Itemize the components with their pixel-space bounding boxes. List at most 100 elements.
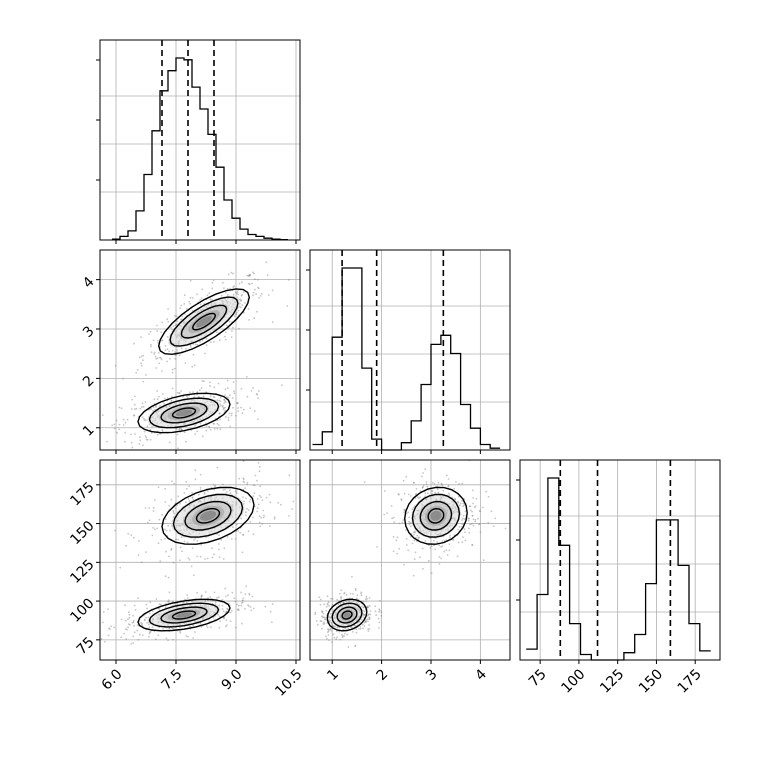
sample-point xyxy=(413,558,416,561)
sample-point xyxy=(325,605,328,608)
sample-point xyxy=(149,612,151,615)
sample-point xyxy=(398,522,401,525)
sample-point xyxy=(213,386,216,389)
sample-point xyxy=(230,414,233,417)
sample-point xyxy=(149,428,152,431)
sample-point xyxy=(471,489,474,492)
sample-point xyxy=(199,303,202,306)
sample-point xyxy=(124,628,127,630)
sample-point xyxy=(457,495,460,498)
sample-point xyxy=(136,629,139,632)
sample-point xyxy=(211,547,213,550)
sample-point xyxy=(203,380,205,383)
sample-point xyxy=(321,627,323,630)
sample-point xyxy=(192,353,195,356)
sample-point xyxy=(192,574,195,577)
sample-point xyxy=(225,619,228,621)
sample-point xyxy=(230,609,233,612)
sample-point xyxy=(141,622,144,625)
sample-point xyxy=(327,634,330,636)
density-fill xyxy=(196,315,212,328)
sample-point xyxy=(378,611,380,613)
sample-point xyxy=(458,504,461,507)
sample-point xyxy=(241,622,244,625)
sample-point xyxy=(339,638,342,641)
sample-point xyxy=(447,484,450,487)
sample-point xyxy=(249,273,251,276)
sample-point xyxy=(331,624,334,626)
sample-point xyxy=(476,517,479,520)
sample-point xyxy=(213,422,216,425)
sample-point xyxy=(189,296,192,299)
sample-point xyxy=(232,381,235,383)
sample-point xyxy=(210,298,213,301)
sample-point xyxy=(97,361,99,363)
sample-point xyxy=(161,429,164,431)
sample-point xyxy=(322,616,325,619)
sample-point xyxy=(368,616,371,619)
sample-point xyxy=(329,620,332,622)
contour-line xyxy=(137,392,231,434)
sample-point xyxy=(229,611,232,614)
sample-point xyxy=(358,603,361,606)
sample-point xyxy=(171,368,174,371)
sample-point xyxy=(179,559,181,562)
sample-point xyxy=(271,321,274,324)
sample-point xyxy=(171,371,174,374)
sample-point xyxy=(265,496,268,499)
sample-point xyxy=(421,487,424,489)
sample-point xyxy=(119,566,122,569)
sample-point xyxy=(360,592,362,595)
sample-point xyxy=(194,425,196,427)
sample-point xyxy=(170,399,173,402)
sample-point xyxy=(257,278,259,281)
sample-point xyxy=(191,491,194,494)
sample-point xyxy=(448,543,451,545)
sample-point xyxy=(247,274,250,277)
sample-point xyxy=(479,531,482,534)
sample-point xyxy=(232,293,235,296)
sample-point xyxy=(219,418,222,421)
sample-point xyxy=(244,511,247,514)
sample-point xyxy=(141,402,144,405)
sample-point xyxy=(219,339,221,342)
sample-point xyxy=(461,519,464,521)
sample-point xyxy=(152,510,155,512)
sample-point xyxy=(246,507,248,510)
sample-point xyxy=(226,287,229,290)
sample-point xyxy=(252,294,254,297)
sample-point xyxy=(442,489,445,492)
sample-point xyxy=(343,591,346,594)
sample-point xyxy=(186,594,189,596)
sample-point xyxy=(214,485,217,488)
sample-point xyxy=(259,525,262,528)
sample-point xyxy=(180,390,183,392)
sample-point xyxy=(245,376,248,378)
sample-point xyxy=(363,481,366,483)
sample-point xyxy=(457,500,459,503)
sample-point xyxy=(248,319,251,321)
sample-point xyxy=(226,608,229,610)
sample-point xyxy=(129,623,131,626)
sample-point xyxy=(235,523,238,526)
sample-point xyxy=(269,610,272,613)
sample-point xyxy=(209,395,212,398)
sample-point xyxy=(157,542,160,545)
sample-point xyxy=(140,561,143,564)
sample-point xyxy=(378,621,381,624)
sample-point xyxy=(461,541,464,544)
sample-point xyxy=(181,602,184,604)
sample-point xyxy=(463,518,466,520)
sample-point xyxy=(468,531,471,534)
sample-point xyxy=(166,360,168,363)
sample-point xyxy=(246,481,249,484)
sample-point xyxy=(132,642,135,644)
sample-point xyxy=(229,394,231,396)
sample-point xyxy=(168,591,171,594)
sample-point xyxy=(170,400,173,402)
sample-point xyxy=(186,395,188,398)
sample-point xyxy=(191,600,193,603)
sample-point xyxy=(218,596,220,599)
sample-point xyxy=(234,600,237,603)
sample-point xyxy=(252,495,255,498)
